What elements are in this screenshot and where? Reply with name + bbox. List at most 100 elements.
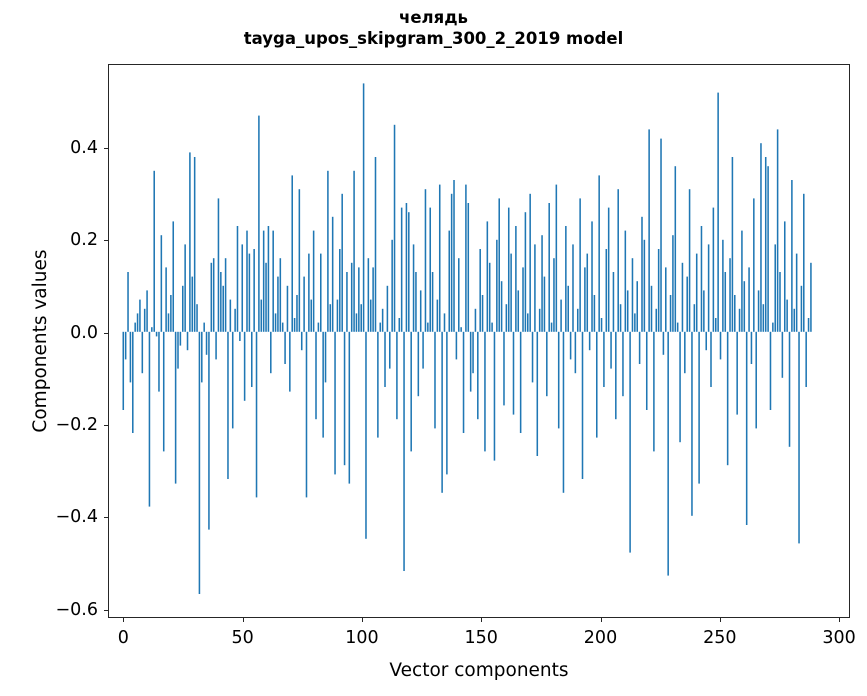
bar bbox=[258, 115, 260, 332]
bar bbox=[555, 184, 558, 332]
bar bbox=[462, 331, 465, 434]
bar bbox=[265, 262, 267, 332]
bar bbox=[139, 299, 141, 332]
bar bbox=[736, 331, 738, 415]
bar bbox=[598, 175, 600, 332]
bar bbox=[731, 156, 734, 332]
bar bbox=[191, 276, 194, 332]
bar bbox=[208, 331, 210, 530]
bar bbox=[450, 193, 453, 332]
bar bbox=[350, 262, 353, 332]
bar bbox=[660, 138, 662, 332]
bar bbox=[541, 235, 543, 332]
bar bbox=[422, 331, 424, 369]
bar bbox=[236, 225, 239, 332]
bar bbox=[498, 198, 500, 332]
bar bbox=[358, 267, 360, 332]
bar bbox=[695, 253, 698, 332]
bar bbox=[377, 331, 379, 438]
bar bbox=[262, 230, 265, 332]
bar bbox=[441, 331, 443, 493]
bar bbox=[596, 331, 598, 438]
bar bbox=[538, 308, 541, 332]
bar bbox=[324, 331, 327, 383]
bar bbox=[234, 308, 236, 332]
bar bbox=[398, 318, 401, 332]
bar bbox=[493, 331, 496, 461]
bar bbox=[224, 258, 227, 332]
bar bbox=[710, 331, 712, 388]
bar bbox=[479, 249, 481, 332]
bar bbox=[712, 207, 715, 332]
bar bbox=[484, 331, 486, 452]
x-tick-mark bbox=[481, 617, 483, 622]
bar bbox=[222, 285, 224, 332]
bar bbox=[419, 290, 422, 332]
bar bbox=[774, 244, 777, 332]
bar bbox=[327, 170, 329, 332]
bar bbox=[122, 331, 125, 410]
bar bbox=[591, 221, 593, 332]
bar bbox=[446, 331, 448, 475]
bar bbox=[315, 331, 317, 420]
bar-series-svg bbox=[122, 83, 812, 595]
bar bbox=[210, 262, 213, 332]
bar bbox=[410, 331, 412, 452]
bar bbox=[562, 331, 565, 493]
bar bbox=[331, 216, 334, 332]
bar bbox=[132, 331, 134, 434]
bar bbox=[791, 180, 793, 332]
bar bbox=[772, 322, 774, 332]
y-tick-label: 0.4 bbox=[70, 138, 98, 159]
bar bbox=[574, 331, 577, 374]
bar bbox=[322, 331, 324, 438]
bar bbox=[136, 313, 139, 332]
bar bbox=[631, 258, 634, 332]
x-tick-label: 150 bbox=[464, 628, 498, 648]
bar bbox=[517, 290, 520, 332]
bar bbox=[691, 331, 693, 516]
x-tick-mark bbox=[839, 617, 841, 622]
bar bbox=[688, 189, 691, 332]
bar bbox=[469, 331, 472, 392]
bar bbox=[565, 225, 567, 332]
bar bbox=[586, 253, 589, 332]
bar bbox=[510, 253, 512, 332]
bar bbox=[379, 322, 382, 332]
bar bbox=[146, 290, 148, 332]
bar bbox=[362, 83, 365, 332]
bar bbox=[486, 221, 489, 332]
bar bbox=[465, 184, 467, 332]
bar bbox=[277, 276, 279, 332]
bar bbox=[181, 285, 184, 332]
bar bbox=[567, 285, 569, 332]
bar bbox=[798, 331, 800, 544]
x-tick-label: 100 bbox=[345, 628, 379, 648]
bar bbox=[215, 331, 217, 360]
bar bbox=[255, 331, 258, 498]
bar bbox=[241, 244, 244, 332]
y-tick-label: −0.6 bbox=[55, 599, 99, 620]
bar bbox=[638, 331, 641, 365]
bar bbox=[665, 267, 667, 332]
bar bbox=[134, 322, 136, 332]
bar bbox=[674, 166, 677, 332]
x-tick-mark bbox=[719, 617, 721, 622]
bar bbox=[776, 129, 779, 332]
bar bbox=[553, 258, 555, 332]
bar bbox=[807, 318, 810, 332]
bar bbox=[593, 294, 596, 332]
plot-axes: 0.4 0.2 0.0 −0.2 −0.4 −0.6 0 50 100 150 200 250 300 bbox=[56, 64, 856, 648]
bar bbox=[700, 225, 703, 332]
bar bbox=[367, 258, 370, 332]
x-tick-label: 0 bbox=[117, 628, 129, 648]
bar bbox=[148, 331, 151, 507]
bar bbox=[650, 285, 653, 332]
bar bbox=[800, 285, 803, 332]
x-tick-mark bbox=[242, 617, 244, 622]
bar bbox=[579, 198, 581, 332]
y-tick-mark bbox=[104, 425, 109, 427]
bar bbox=[391, 239, 393, 332]
bar bbox=[653, 331, 655, 452]
chart-title: челядь tayga_upos_skipgram_300_2_2019 mo… bbox=[0, 8, 867, 49]
